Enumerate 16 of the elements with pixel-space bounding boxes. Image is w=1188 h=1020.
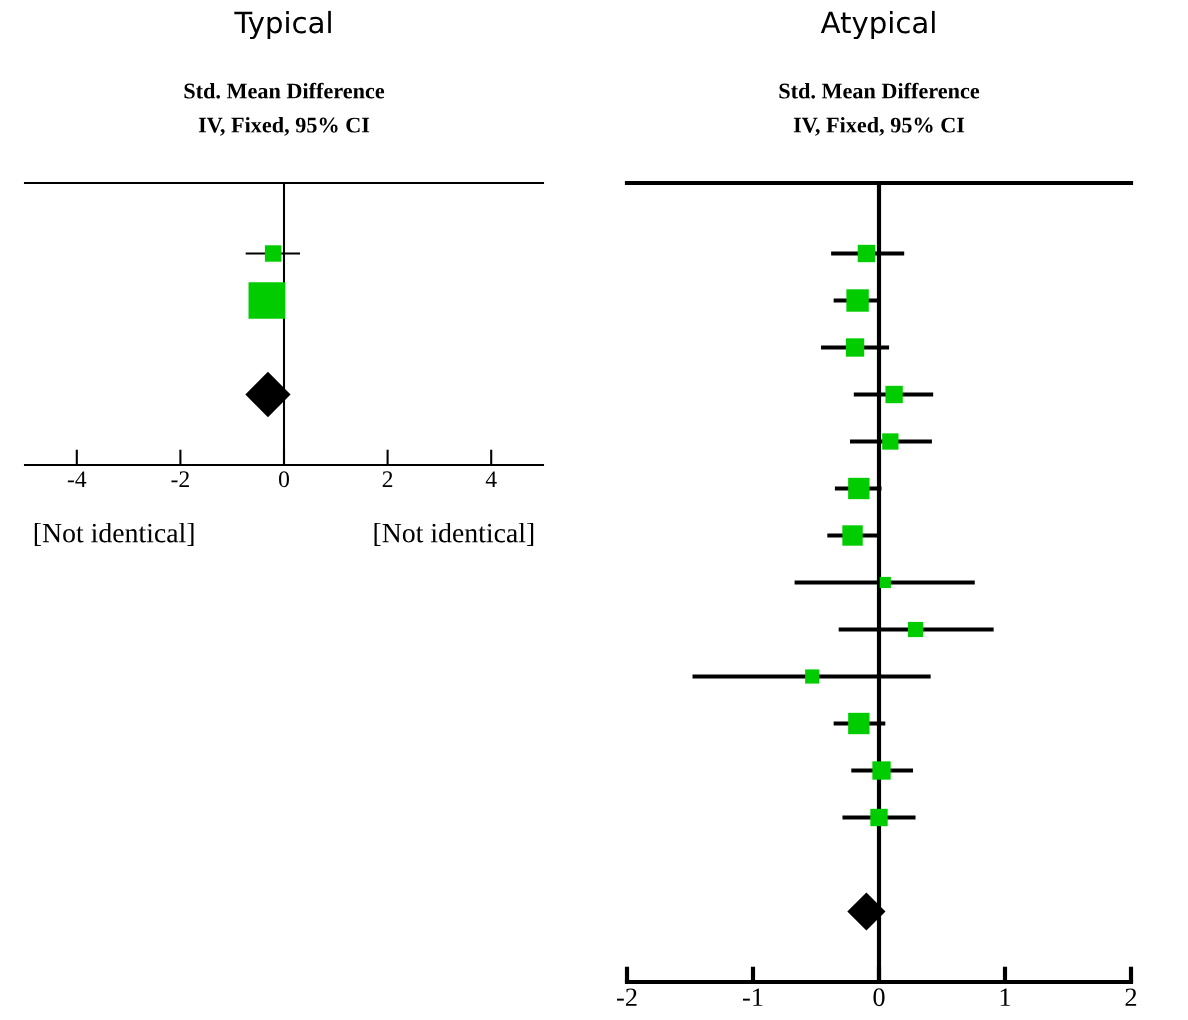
chart-title: Atypical [820,10,935,40]
chart-subtitle: Std. Mean Difference IV, Fixed, 95% CI [779,82,980,136]
x-tick-label: -2 [616,988,637,1006]
text: [Not identical] [34,522,194,546]
chart-title: Typical [234,10,331,40]
x-tick-label: 1 [1000,988,1011,1006]
x-tick-label: -4 [67,471,87,487]
x-tick-label: 2 [382,471,393,487]
x-tick-label: 0 [279,471,289,488]
chart-subtitle: Std. Mean Difference IV, Fixed, 95% CI [184,82,385,136]
x-tick-label: -1 [742,988,763,1006]
x-tick-label: 0 [873,988,885,1007]
x-tick-label: 4 [485,471,497,487]
x-tick-label: -2 [171,471,189,487]
x-tick-label: 2 [1125,988,1137,1006]
text: [Not identical] [374,522,534,546]
